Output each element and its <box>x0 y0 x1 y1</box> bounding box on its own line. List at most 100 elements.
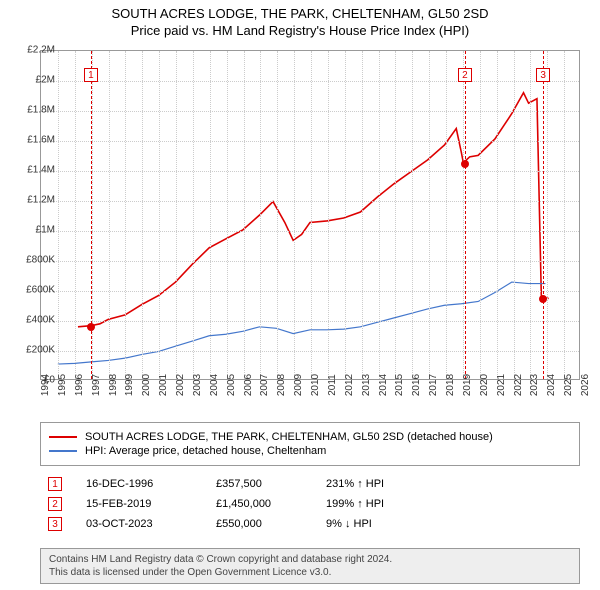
x-axis-label: 2026 <box>580 374 591 396</box>
grid-line-horizontal <box>41 291 579 292</box>
grid-line-vertical <box>210 51 211 379</box>
x-axis-label: 2012 <box>344 374 355 396</box>
y-axis-label: £1M <box>36 225 55 236</box>
event-row-price: £550,000 <box>216 518 326 530</box>
x-axis-label: 2020 <box>479 374 490 396</box>
footer-line1: Contains HM Land Registry data © Crown c… <box>49 553 571 566</box>
grid-line-vertical <box>176 51 177 379</box>
grid-line-vertical <box>345 51 346 379</box>
grid-line-horizontal <box>41 111 579 112</box>
legend-swatch <box>49 450 77 452</box>
grid-line-vertical <box>429 51 430 379</box>
grid-line-vertical <box>446 51 447 379</box>
grid-line-vertical <box>480 51 481 379</box>
x-axis-label: 2004 <box>209 374 220 396</box>
grid-line-vertical <box>58 51 59 379</box>
y-axis-label: £200K <box>26 345 55 356</box>
grid-line-vertical <box>564 51 565 379</box>
x-axis-label: 2021 <box>496 374 507 396</box>
grid-line-vertical <box>142 51 143 379</box>
event-row-num: 1 <box>48 477 62 491</box>
y-axis-label: £1.2M <box>27 195 55 206</box>
legend-swatch <box>49 436 77 438</box>
grid-line-vertical <box>227 51 228 379</box>
event-row-date: 03-OCT-2023 <box>86 518 216 530</box>
event-row-price: £357,500 <box>216 478 326 490</box>
grid-line-vertical <box>379 51 380 379</box>
event-marker-box: 2 <box>458 68 472 82</box>
event-row-num: 3 <box>48 517 62 531</box>
event-list: 1 16-DEC-1996£357,500231% ↑ HPI 2 15-FEB-20… <box>40 470 580 538</box>
x-axis-label: 2023 <box>529 374 540 396</box>
x-axis-label: 2011 <box>327 374 338 396</box>
x-axis-label: 1999 <box>124 374 135 396</box>
event-marker-dot <box>461 160 469 168</box>
grid-line-horizontal <box>41 201 579 202</box>
attribution-footer: Contains HM Land Registry data © Crown c… <box>40 548 580 584</box>
grid-line-vertical <box>530 51 531 379</box>
x-axis-label: 2022 <box>513 374 524 396</box>
y-axis-label: £400K <box>26 315 55 326</box>
y-axis-label: £2M <box>36 75 55 86</box>
grid-line-vertical <box>412 51 413 379</box>
y-axis-label: £1.4M <box>27 165 55 176</box>
grid-line-vertical <box>395 51 396 379</box>
x-axis-label: 1998 <box>108 374 119 396</box>
grid-line-vertical <box>75 51 76 379</box>
x-axis-label: 2003 <box>192 374 203 396</box>
event-row-pct: 9% ↓ HPI <box>326 518 572 530</box>
x-axis-label: 2016 <box>411 374 422 396</box>
x-axis-label: 2002 <box>175 374 186 396</box>
x-axis-label: 2017 <box>428 374 439 396</box>
x-axis-label: 2010 <box>310 374 321 396</box>
x-axis-label: 1996 <box>74 374 85 396</box>
legend-row: SOUTH ACRES LODGE, THE PARK, CHELTENHAM,… <box>49 431 571 443</box>
grid-line-vertical <box>109 51 110 379</box>
grid-line-vertical <box>244 51 245 379</box>
event-marker-line <box>465 51 466 379</box>
x-axis-label: 1995 <box>57 374 68 396</box>
grid-line-vertical <box>294 51 295 379</box>
x-axis-label: 2008 <box>276 374 287 396</box>
grid-line-vertical <box>547 51 548 379</box>
grid-line-vertical <box>497 51 498 379</box>
x-axis-label: 2024 <box>546 374 557 396</box>
grid-line-vertical <box>362 51 363 379</box>
grid-line-horizontal <box>41 171 579 172</box>
y-axis-label: £1.6M <box>27 135 55 146</box>
event-marker-box: 1 <box>84 68 98 82</box>
event-row-date: 16-DEC-1996 <box>86 478 216 490</box>
x-axis-label: 2006 <box>243 374 254 396</box>
x-axis-label: 2000 <box>141 374 152 396</box>
x-axis-label: 2009 <box>293 374 304 396</box>
legend-label: HPI: Average price, detached house, Chel… <box>85 445 326 457</box>
x-axis-label: 1997 <box>91 374 102 396</box>
legend-label: SOUTH ACRES LODGE, THE PARK, CHELTENHAM,… <box>85 431 493 443</box>
x-axis-label: 2015 <box>394 374 405 396</box>
event-row-date: 15-FEB-2019 <box>86 498 216 510</box>
y-axis-label: £800K <box>26 255 55 266</box>
x-axis-label: 2001 <box>158 374 169 396</box>
grid-line-horizontal <box>41 261 579 262</box>
grid-line-vertical <box>193 51 194 379</box>
chart-plot-area: 123 <box>40 50 580 380</box>
grid-line-horizontal <box>41 81 579 82</box>
legend: SOUTH ACRES LODGE, THE PARK, CHELTENHAM,… <box>40 422 580 466</box>
grid-line-vertical <box>159 51 160 379</box>
event-marker-dot <box>539 295 547 303</box>
x-axis-label: 2025 <box>563 374 574 396</box>
chart-title-line2: Price paid vs. HM Land Registry's House … <box>0 21 600 38</box>
event-row-num: 2 <box>48 497 62 511</box>
grid-line-horizontal <box>41 351 579 352</box>
x-axis-label: 2019 <box>462 374 473 396</box>
grid-line-vertical <box>125 51 126 379</box>
grid-line-vertical <box>328 51 329 379</box>
event-row-pct: 199% ↑ HPI <box>326 498 572 510</box>
event-row: 3 03-OCT-2023£550,0009% ↓ HPI <box>40 514 580 534</box>
event-row-pct: 231% ↑ HPI <box>326 478 572 490</box>
event-row-price: £1,450,000 <box>216 498 326 510</box>
x-axis-label: 2007 <box>259 374 270 396</box>
x-axis-label: 2018 <box>445 374 456 396</box>
grid-line-vertical <box>514 51 515 379</box>
y-axis-label: £1.8M <box>27 105 55 116</box>
